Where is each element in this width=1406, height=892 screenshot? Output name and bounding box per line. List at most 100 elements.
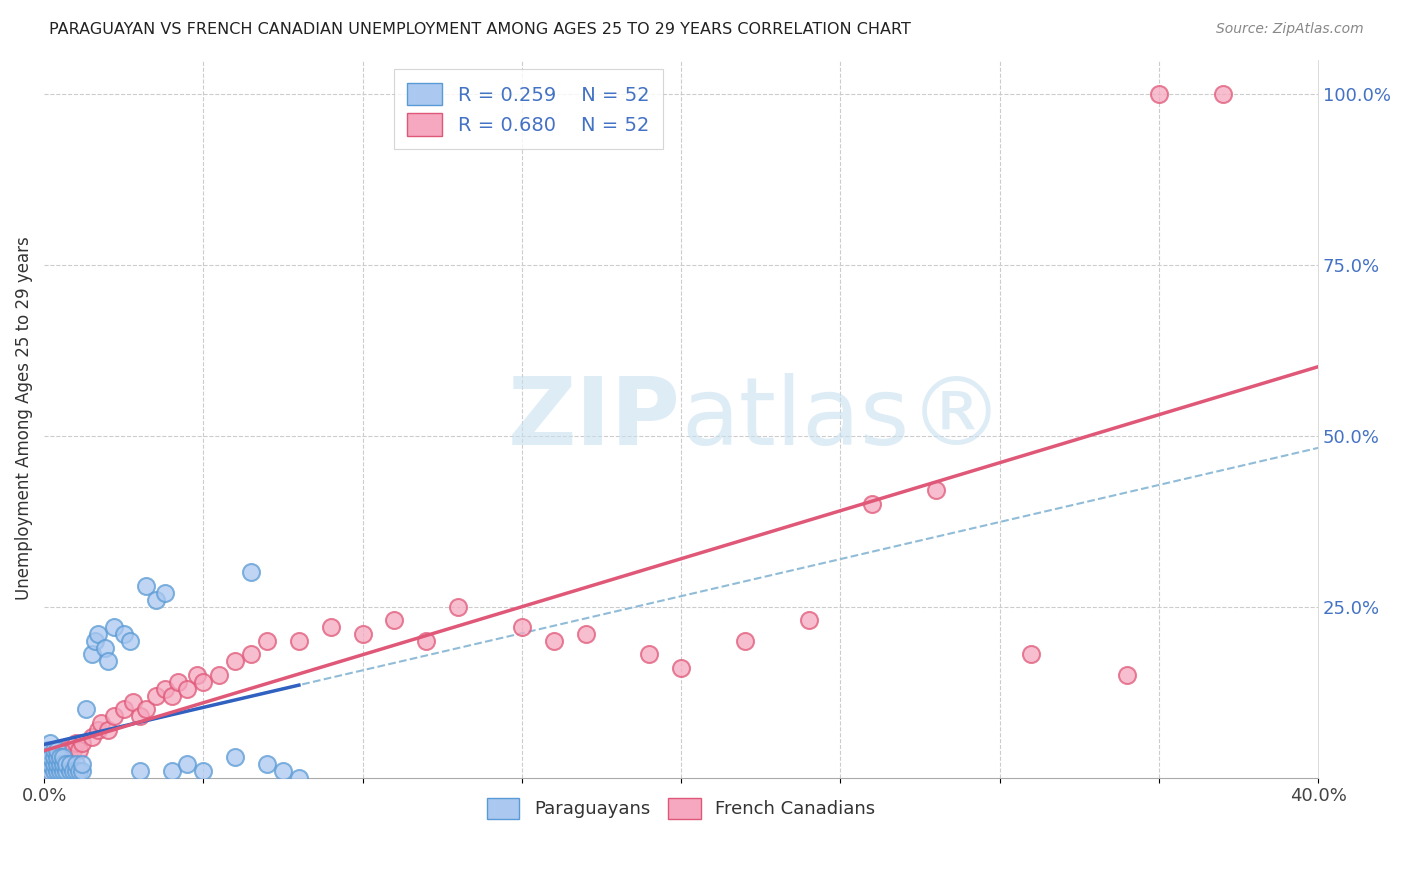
Point bbox=[103, 709, 125, 723]
Point bbox=[37, 743, 59, 757]
Point bbox=[120, 633, 142, 648]
Point bbox=[45, 743, 67, 757]
Point bbox=[52, 764, 75, 778]
Point bbox=[67, 743, 90, 757]
Point bbox=[42, 756, 65, 771]
Point bbox=[87, 723, 110, 737]
Point bbox=[193, 674, 215, 689]
Point bbox=[103, 620, 125, 634]
Point bbox=[49, 750, 72, 764]
Point bbox=[122, 695, 145, 709]
Point bbox=[510, 620, 533, 634]
Point bbox=[186, 668, 208, 682]
Point bbox=[112, 702, 135, 716]
Point bbox=[45, 764, 67, 778]
Point bbox=[797, 613, 820, 627]
Point bbox=[1021, 648, 1043, 662]
Point bbox=[37, 750, 59, 764]
Point bbox=[42, 743, 65, 757]
Point bbox=[58, 750, 80, 764]
Point bbox=[67, 764, 90, 778]
Point bbox=[93, 640, 115, 655]
Point bbox=[669, 661, 692, 675]
Point bbox=[271, 764, 294, 778]
Point bbox=[49, 764, 72, 778]
Point bbox=[1147, 87, 1170, 101]
Point bbox=[145, 689, 167, 703]
Point bbox=[37, 764, 59, 778]
Point bbox=[58, 764, 80, 778]
Point bbox=[1212, 87, 1234, 101]
Point bbox=[55, 743, 77, 757]
Point bbox=[84, 633, 107, 648]
Point bbox=[39, 756, 62, 771]
Point bbox=[45, 750, 67, 764]
Point bbox=[224, 654, 246, 668]
Point bbox=[384, 613, 406, 627]
Point bbox=[240, 648, 263, 662]
Point bbox=[65, 756, 87, 771]
Point bbox=[135, 702, 157, 716]
Y-axis label: Unemployment Among Ages 25 to 29 years: Unemployment Among Ages 25 to 29 years bbox=[15, 236, 32, 600]
Point bbox=[49, 764, 72, 778]
Point bbox=[1116, 668, 1139, 682]
Point bbox=[319, 620, 342, 634]
Text: atlas®: atlas® bbox=[681, 373, 1004, 465]
Point bbox=[638, 648, 661, 662]
Point bbox=[447, 599, 470, 614]
Point bbox=[42, 756, 65, 771]
Point bbox=[256, 633, 278, 648]
Text: PARAGUAYAN VS FRENCH CANADIAN UNEMPLOYMENT AMONG AGES 25 TO 29 YEARS CORRELATION: PARAGUAYAN VS FRENCH CANADIAN UNEMPLOYME… bbox=[49, 22, 911, 37]
Point bbox=[208, 668, 231, 682]
Point bbox=[153, 586, 176, 600]
Point bbox=[49, 750, 72, 764]
Point bbox=[128, 709, 150, 723]
Point bbox=[160, 689, 183, 703]
Text: ZIP: ZIP bbox=[508, 373, 681, 465]
Point bbox=[224, 750, 246, 764]
Point bbox=[574, 627, 596, 641]
Point bbox=[80, 730, 103, 744]
Point bbox=[860, 497, 883, 511]
Legend: Paraguayans, French Canadians: Paraguayans, French Canadians bbox=[479, 790, 883, 826]
Point bbox=[176, 756, 198, 771]
Point bbox=[145, 592, 167, 607]
Point bbox=[55, 764, 77, 778]
Point bbox=[62, 764, 84, 778]
Point bbox=[39, 736, 62, 750]
Point bbox=[75, 702, 97, 716]
Point bbox=[55, 756, 77, 771]
Point bbox=[42, 750, 65, 764]
Point bbox=[153, 681, 176, 696]
Point bbox=[39, 750, 62, 764]
Point bbox=[62, 743, 84, 757]
Point bbox=[288, 771, 311, 785]
Point bbox=[49, 756, 72, 771]
Point bbox=[42, 764, 65, 778]
Point bbox=[39, 756, 62, 771]
Point bbox=[128, 764, 150, 778]
Point bbox=[352, 627, 374, 641]
Point bbox=[925, 483, 948, 498]
Point bbox=[52, 756, 75, 771]
Point bbox=[39, 764, 62, 778]
Point bbox=[65, 736, 87, 750]
Point bbox=[256, 756, 278, 771]
Point bbox=[87, 627, 110, 641]
Point bbox=[97, 723, 120, 737]
Point bbox=[193, 764, 215, 778]
Point bbox=[37, 756, 59, 771]
Point bbox=[45, 756, 67, 771]
Point bbox=[72, 764, 94, 778]
Point bbox=[167, 674, 190, 689]
Point bbox=[288, 633, 311, 648]
Point bbox=[176, 681, 198, 696]
Point bbox=[415, 633, 437, 648]
Point bbox=[97, 654, 120, 668]
Point bbox=[112, 627, 135, 641]
Point bbox=[52, 756, 75, 771]
Point bbox=[160, 764, 183, 778]
Point bbox=[72, 736, 94, 750]
Point bbox=[72, 756, 94, 771]
Text: Source: ZipAtlas.com: Source: ZipAtlas.com bbox=[1216, 22, 1364, 37]
